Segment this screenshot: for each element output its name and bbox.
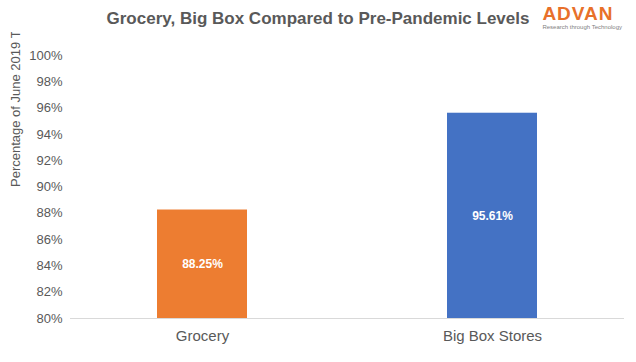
svg-text:95.61%: 95.61% (472, 209, 513, 223)
svg-text:96%: 96% (36, 100, 62, 115)
svg-text:88.25%: 88.25% (182, 257, 223, 271)
svg-text:94%: 94% (36, 127, 62, 142)
svg-text:84%: 84% (36, 258, 62, 273)
svg-text:86%: 86% (36, 232, 62, 247)
svg-text:Big Box Stores: Big Box Stores (443, 327, 542, 344)
svg-text:Percentage of June 2019 Traffi: Percentage of June 2019 Traffic (8, 32, 23, 187)
svg-text:98%: 98% (36, 74, 62, 89)
svg-text:Grocery: Grocery (176, 327, 230, 344)
svg-text:100%: 100% (29, 48, 63, 63)
svg-text:88%: 88% (36, 205, 62, 220)
svg-text:90%: 90% (36, 179, 62, 194)
svg-text:92%: 92% (36, 153, 62, 168)
html-text:Research through Technology: Research through Technology (542, 24, 622, 30)
html-text:Grocery, Big Box Compared to P: Grocery, Big Box Compared to Pre-Pandemi… (106, 9, 530, 28)
html-text:ADVAN: ADVAN (542, 3, 614, 24)
svg-text:82%: 82% (36, 284, 62, 299)
svg-text:80%: 80% (36, 311, 62, 326)
